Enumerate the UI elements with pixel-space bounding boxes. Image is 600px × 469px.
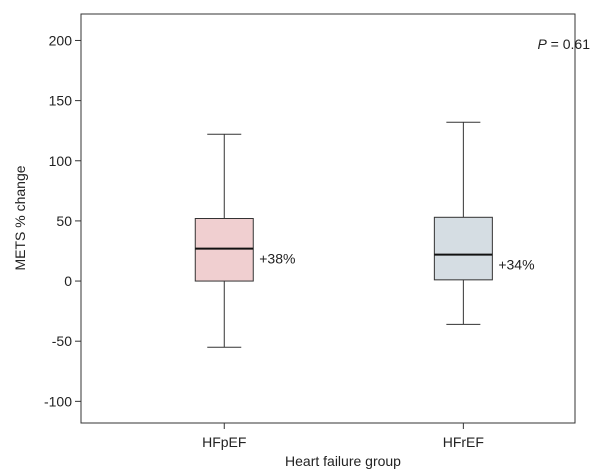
box-hfref: +34% [433, 121, 535, 325]
x-axis: HFpEF HFrEF [202, 423, 484, 450]
y-tick-label-6: -100 [44, 393, 72, 409]
p-value-annotation: P = 0.61 [537, 36, 590, 52]
plot-frame [80, 13, 576, 424]
x-axis-title: Heart failure group [285, 453, 401, 469]
y-tick-label-0: 200 [49, 32, 73, 48]
y-tick-label-5: -50 [52, 333, 72, 349]
iqr-box [194, 218, 254, 282]
x-tick-label-1: HFrEF [443, 434, 484, 450]
y-tick-label-1: 150 [49, 93, 73, 109]
boxes: +38% +34% [194, 121, 535, 348]
iqr-box [433, 216, 493, 281]
box-hfpef: +38% [194, 133, 295, 348]
y-axis-title: METS % change [12, 165, 28, 270]
p-value-symbol: P [537, 36, 547, 52]
y-tick-label-3: 50 [56, 213, 72, 229]
box-label: +34% [498, 257, 534, 273]
x-tick-label-0: HFpEF [202, 434, 246, 450]
y-axis: 200 150 100 50 0 -50 -100 [44, 32, 81, 409]
y-tick-label-4: 0 [64, 273, 72, 289]
box-label: +38% [259, 251, 295, 267]
y-tick-label-2: 100 [49, 153, 73, 169]
p-value-text: = 0.61 [547, 36, 590, 52]
